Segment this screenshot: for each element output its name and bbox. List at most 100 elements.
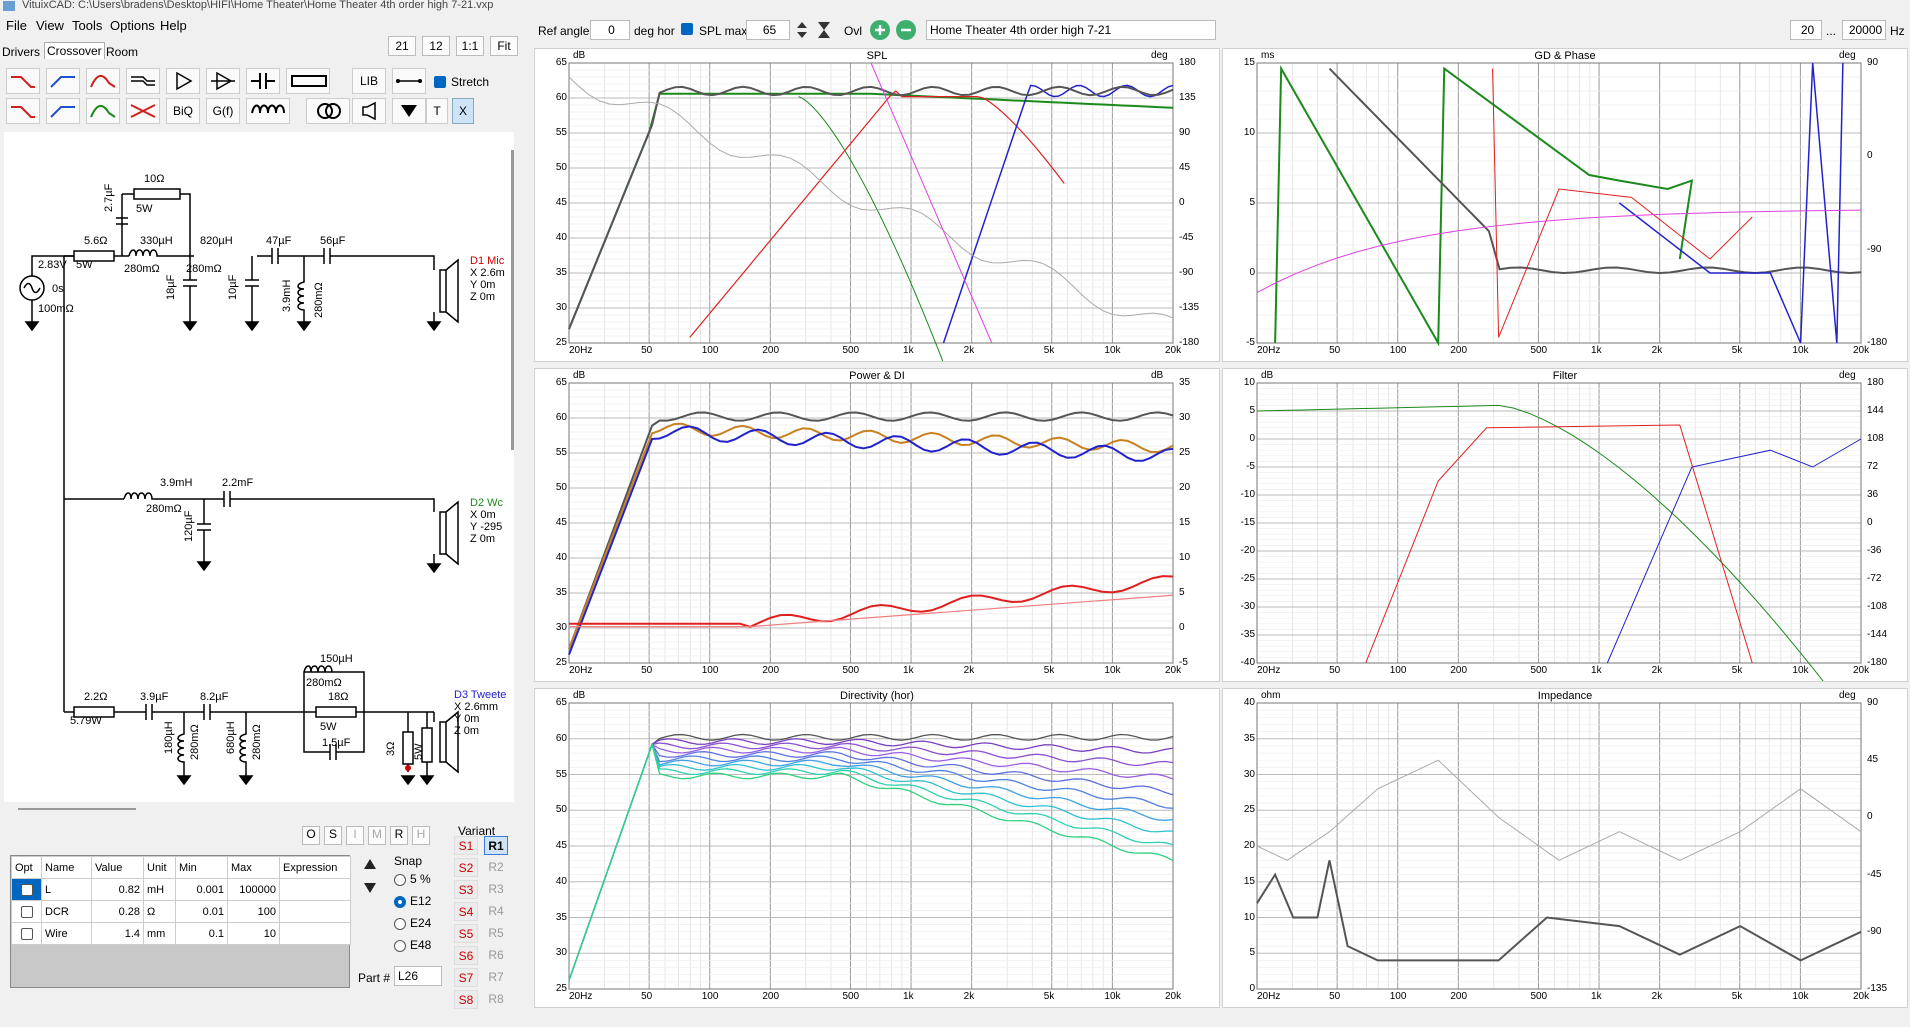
variant-s8[interactable]: S8	[454, 990, 478, 1009]
variant-r1[interactable]: R1	[484, 836, 508, 855]
variant-s5[interactable]: S5	[454, 924, 478, 943]
highpass-2-button[interactable]	[46, 98, 80, 124]
variant-r6[interactable]: R6	[488, 948, 504, 962]
spl-max-input[interactable]: 65	[746, 20, 790, 40]
capacitor-button[interactable]	[246, 68, 280, 94]
library-button[interactable]: LIB	[352, 68, 386, 94]
ref-angle-input[interactable]: 0	[590, 20, 630, 40]
buffer-button[interactable]	[206, 68, 240, 94]
cell-min[interactable]: 0.01	[175, 900, 228, 923]
move-up-icon[interactable]	[362, 856, 378, 872]
snap-e12-radio[interactable]: E12	[394, 894, 431, 908]
menu-file[interactable]: File	[6, 18, 27, 33]
spl-graph[interactable]: SPL dB deg 65 60 55 50 45 40 35 30 25 180 135 90 45 0 -45…	[534, 48, 1220, 362]
cell-max[interactable]: 100000	[227, 878, 280, 901]
cell-min[interactable]: 0.1	[175, 922, 228, 945]
opt-checkbox[interactable]	[20, 927, 33, 940]
variant-r7[interactable]: R7	[488, 970, 504, 984]
opt-checkbox[interactable]	[20, 905, 33, 918]
schematic-hscrollbar[interactable]	[18, 808, 136, 810]
table-row[interactable]: L 0.82 mH 0.001 100000	[11, 878, 351, 901]
cell-value[interactable]: 1.4	[91, 922, 144, 945]
notch-button[interactable]	[126, 68, 160, 94]
add-overlay-icon[interactable]	[870, 20, 890, 40]
freq-min-input[interactable]: 20	[1790, 20, 1822, 40]
cell-min[interactable]: 0.001	[175, 878, 228, 901]
cell-max[interactable]: 100	[227, 900, 280, 923]
button-r[interactable]: R	[390, 826, 408, 845]
text-button[interactable]: T	[426, 98, 448, 124]
delete-button[interactable]: X	[452, 98, 474, 124]
cell-expression[interactable]	[279, 878, 351, 901]
property-table[interactable]: Opt Name Value Unit Min Max Expression L…	[10, 855, 351, 988]
zoom-12-button[interactable]: 12	[422, 36, 450, 56]
variant-s7[interactable]: S7	[454, 968, 478, 987]
project-name-input[interactable]: Home Theater 4th order high 7-21	[926, 20, 1216, 40]
power-di-graph[interactable]: Power & DI dB dB 65 60 55 50 45 40 35 30 25 35 30 25 20…	[534, 368, 1220, 682]
variant-r5[interactable]: R5	[488, 926, 504, 940]
button-m[interactable]: M	[368, 826, 386, 845]
part-number-input[interactable]: L26	[394, 966, 442, 986]
opt-checkbox[interactable]	[20, 883, 33, 896]
spl-max-spinner-icon[interactable]	[794, 20, 810, 40]
resistor-button[interactable]	[286, 68, 330, 94]
highpass-1-button[interactable]	[46, 68, 80, 94]
variant-r3[interactable]: R3	[488, 882, 504, 896]
variant-s2[interactable]: S2	[454, 858, 478, 877]
lowpass-2-button[interactable]	[6, 98, 40, 124]
variant-s3[interactable]: S3	[454, 880, 478, 899]
variant-r4[interactable]: R4	[488, 904, 504, 918]
variant-r8[interactable]: R8	[488, 992, 504, 1006]
cell-expression[interactable]	[279, 900, 351, 923]
snap-5pct-radio[interactable]: 5 %	[394, 872, 431, 886]
tab-room[interactable]: Room	[106, 45, 139, 59]
directivity-graph[interactable]: Directivity (hor) dB 65 60 55 50 45 40 35 30 25 20H…	[534, 688, 1220, 1008]
tab-drivers[interactable]: Drivers	[2, 45, 40, 59]
amplifier-button[interactable]	[166, 68, 200, 94]
inductor-button[interactable]	[246, 98, 290, 124]
tab-crossover[interactable]: Crossover	[44, 42, 105, 59]
button-o[interactable]: O	[302, 826, 320, 845]
remove-overlay-icon[interactable]	[896, 20, 916, 40]
speaker-button[interactable]	[352, 98, 386, 124]
stretch-checkbox[interactable]	[434, 76, 446, 88]
cell-expression[interactable]	[279, 922, 351, 945]
transformer-button[interactable]	[306, 98, 350, 124]
button-s[interactable]: S	[324, 826, 342, 845]
menu-tools[interactable]: Tools	[72, 18, 103, 33]
crossover-x-button[interactable]	[126, 98, 160, 124]
freq-max-input[interactable]: 20000	[1842, 20, 1886, 40]
lowpass-1-button[interactable]	[6, 68, 40, 94]
wire-button[interactable]	[392, 68, 426, 94]
snap-e48-radio[interactable]: E48	[394, 938, 431, 952]
gd-phase-graph[interactable]: GD & Phase ms deg 15 10 5 0 -5 90 0 -90 -180 20Hz 50 1…	[1222, 48, 1908, 362]
bandpass-2-button[interactable]	[86, 98, 120, 124]
variant-r2[interactable]: R2	[488, 860, 504, 874]
spl-max-checkbox[interactable]	[681, 23, 693, 35]
schematic-vscrollbar[interactable]	[511, 150, 514, 450]
button-h[interactable]: H	[412, 826, 430, 845]
cell-value[interactable]: 0.82	[91, 878, 144, 901]
move-down-icon[interactable]	[362, 880, 378, 896]
table-row[interactable]: Wire 1.4 mm 0.1 10	[11, 922, 351, 945]
biquad-button[interactable]: BiQ	[166, 98, 200, 124]
filter-graph[interactable]: Filter dB deg 10 5 0 -5 -10 -15 -20 -25 -30 -35 -40 18…	[1222, 368, 1908, 682]
fit-spl-icon[interactable]	[816, 20, 832, 40]
cell-max[interactable]: 10	[227, 922, 280, 945]
variant-s1[interactable]: S1	[454, 836, 478, 855]
impedance-graph[interactable]: Impedance ohm deg 40 35 30 25 20 15 10 5 0 90 45 0 -45-…	[1222, 688, 1908, 1008]
schematic-canvas[interactable]: 10Ω 5W 5.6Ω 5W 2.7µF 330µH 280mΩ 820µH 2…	[4, 132, 514, 802]
zoom-21-button[interactable]: 21	[388, 36, 416, 56]
bandpass-button[interactable]	[86, 68, 120, 94]
variant-s6[interactable]: S6	[454, 946, 478, 965]
menu-help[interactable]: Help	[160, 18, 187, 33]
table-row[interactable]: DCR 0.28 Ω 0.01 100	[11, 900, 351, 923]
zoom-fit-button[interactable]: Fit	[490, 36, 518, 56]
menu-options[interactable]: Options	[110, 18, 155, 33]
variant-s4[interactable]: S4	[454, 902, 478, 921]
transfer-function-button[interactable]: G(f)	[206, 98, 240, 124]
menu-view[interactable]: View	[36, 18, 64, 33]
button-i[interactable]: I	[346, 826, 364, 845]
snap-e24-radio[interactable]: E24	[394, 916, 431, 930]
zoom-1-1-button[interactable]: 1:1	[456, 36, 484, 56]
